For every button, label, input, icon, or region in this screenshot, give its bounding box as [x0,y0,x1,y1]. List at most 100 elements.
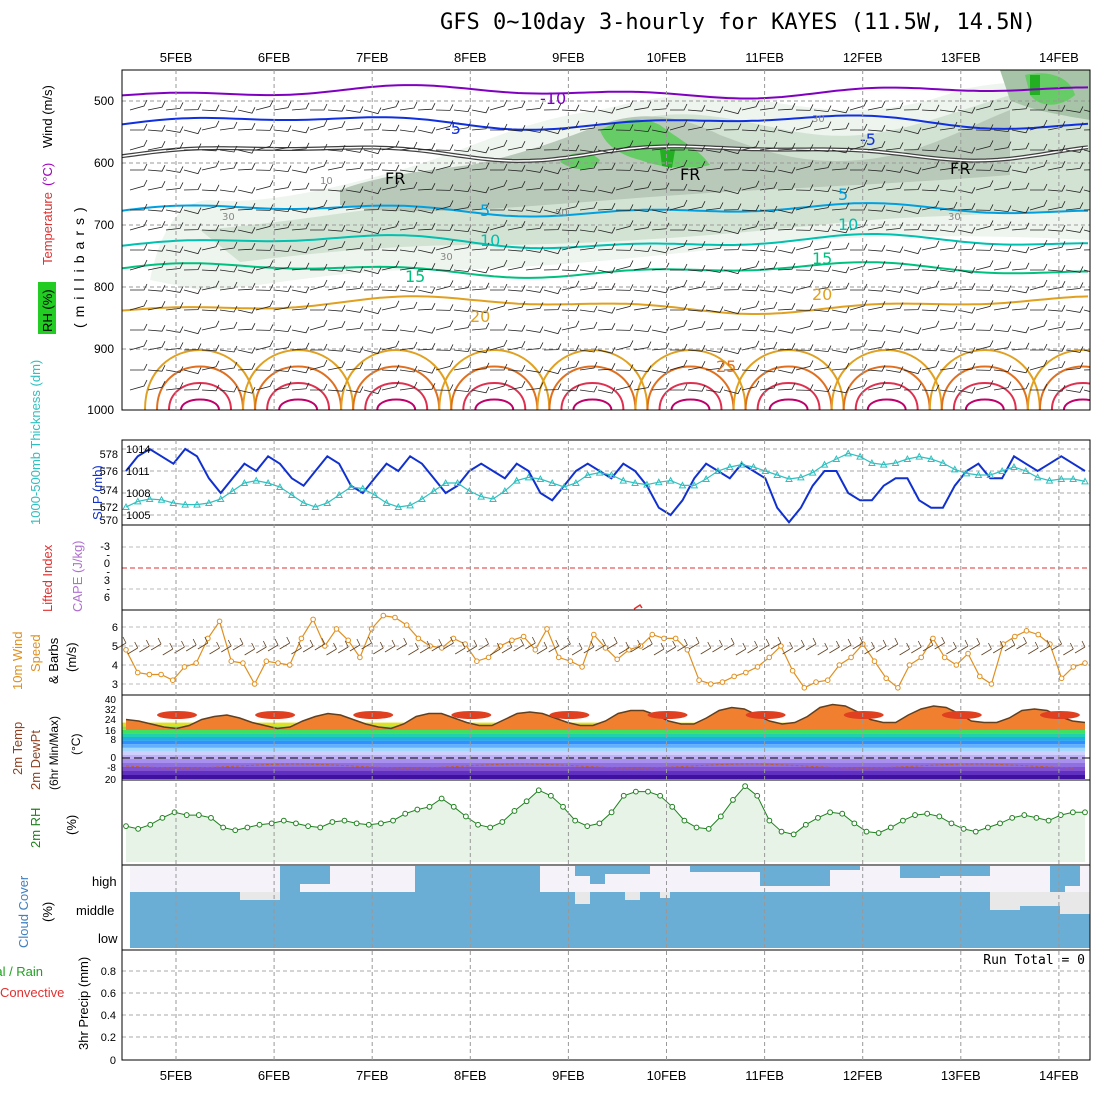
wind-barb [561,304,580,312]
wind-barb [291,286,310,294]
wind-barb [453,105,472,113]
wind-barb [417,263,436,271]
cloud-label: Cloud Cover [16,875,31,948]
wind-barb [201,384,220,392]
thickness-point [737,460,746,468]
wind-barb [165,222,184,231]
wind-speed-point [883,675,889,682]
wind-barb [957,147,976,154]
thickness-point [879,460,888,468]
temperature-contour [352,365,441,410]
wind-barb [237,107,256,114]
wind-barb [525,366,544,373]
rh-point [244,824,251,831]
wind-barb [903,287,922,295]
wind-barb [471,242,490,251]
wind-barb [615,124,634,131]
wind-barb [115,636,127,650]
wind-barb [777,383,796,391]
wind-barb [597,123,616,131]
wind-barb [345,242,364,251]
temperature-contour [242,349,355,410]
li-tick-label: - [106,550,110,562]
wind-barb [705,146,724,153]
wind-barb [794,639,805,653]
wind-barb [651,222,670,231]
thickness-point [986,470,995,478]
wind-speed-point [333,626,340,632]
wind-barb [129,339,148,351]
wind-barb [525,222,544,231]
thickness-point [418,494,426,502]
thickness-point [607,470,616,478]
thickness-point [323,498,332,506]
wind-speed-point [438,645,445,651]
wind-barb [147,301,166,311]
wind-barb [197,636,209,650]
wind-barb [831,106,850,114]
wind-barb [273,245,292,253]
wind-barb [129,179,148,191]
cloud-level-label: high [92,874,117,889]
wind-barb [165,166,184,173]
wind-barb [1065,226,1084,233]
wind-barb [381,124,400,132]
wind-barb [183,127,202,135]
thickness-point [252,476,261,484]
temperature-contour [254,365,343,410]
wind-barb [1029,319,1048,331]
panel-frame [121,949,1091,1061]
rh-point [924,810,931,817]
wind-barb [651,126,670,134]
wind-barb [687,225,706,232]
wind-barb [975,340,994,351]
li-tick-label: - [106,584,110,596]
precip-label: Total / Rain [0,964,43,979]
pressure-tick-label: 700 [94,218,114,232]
wind-barb [957,387,976,394]
wind-barb [597,283,616,291]
wind-barb [327,161,346,171]
wind-barb [490,123,508,131]
li-tick-label: -3 [100,541,110,553]
wind-barb [597,243,616,251]
wind-barb [219,161,238,171]
wind-barb [903,223,922,231]
wind-barb [885,246,904,253]
wind-barb [417,343,436,351]
wind-barb [579,305,598,313]
wind-barb [957,163,976,171]
wind-barb [975,260,994,271]
wind-barb [921,224,940,232]
wind-barb [273,165,292,173]
wind-barb [165,286,184,293]
wind-barb [1011,382,1030,391]
wind-barb [255,100,274,111]
panel-frame [121,69,1091,411]
wind-barb [1065,346,1084,353]
cloud-high-bar [760,866,830,886]
rh-point [317,824,324,831]
wind-barb [381,140,400,151]
wind-barb [885,326,904,333]
thickness-point [725,462,734,470]
wind-tick-label: 4 [112,660,118,672]
wind-barb [795,144,814,151]
wind-barb [687,105,706,112]
wind-speed-point [1035,631,1042,638]
wind-barb [921,304,940,312]
wind-barb [310,183,328,191]
wind-barb [291,166,310,174]
wind-barb [384,639,396,653]
thickness-point [216,494,225,502]
wind-barb [723,387,742,395]
wind-barb [507,245,526,252]
wind-barb [381,164,400,172]
wind-barb [597,323,616,331]
wind-barb [543,343,562,351]
wind-barb [399,341,418,351]
wind-barb [633,181,652,191]
wind-barb [183,343,202,351]
wind-barb [237,363,256,371]
temp-tick-label: 40 [105,695,117,706]
